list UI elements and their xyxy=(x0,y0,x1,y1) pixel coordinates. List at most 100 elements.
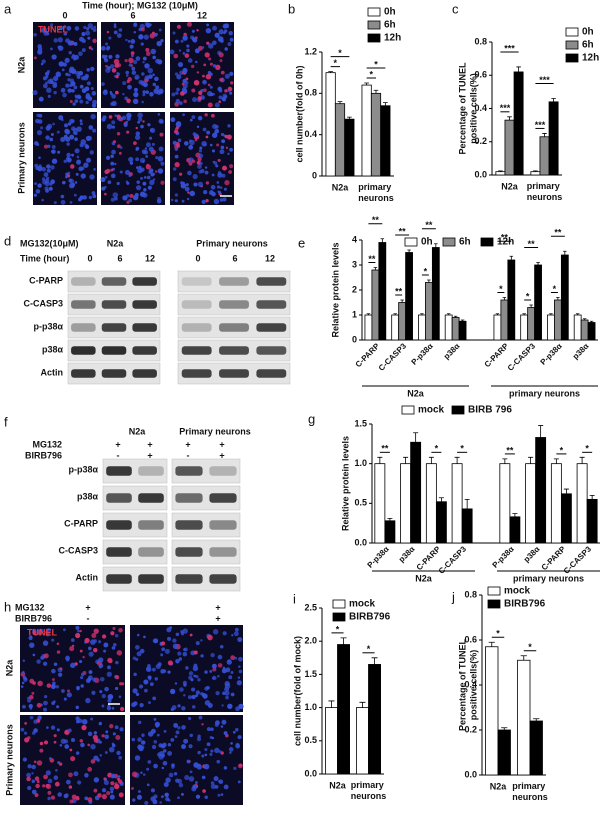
cell xyxy=(219,77,224,82)
cell xyxy=(188,145,194,150)
cell xyxy=(91,91,97,96)
cell xyxy=(173,129,179,134)
cell xyxy=(205,181,210,185)
cell xyxy=(115,54,120,59)
cell xyxy=(56,705,60,709)
cell xyxy=(135,131,141,136)
cell xyxy=(41,59,46,64)
cell xyxy=(181,632,185,636)
cell xyxy=(79,119,83,123)
cell xyxy=(51,638,55,642)
cell xyxy=(53,734,57,738)
cell xyxy=(93,25,97,29)
cell xyxy=(142,160,145,163)
cell xyxy=(203,63,207,67)
cell xyxy=(56,650,61,654)
bar xyxy=(364,314,373,341)
cell xyxy=(187,695,192,700)
cell xyxy=(124,58,128,63)
bar xyxy=(580,319,589,341)
cell xyxy=(42,83,48,89)
cell xyxy=(50,47,53,51)
cell xyxy=(76,685,80,690)
cell xyxy=(132,656,136,660)
cell xyxy=(197,164,202,169)
legend-swatch xyxy=(332,599,346,609)
cell xyxy=(104,169,109,175)
cell xyxy=(28,704,33,709)
bar xyxy=(371,269,380,341)
error-bar xyxy=(371,657,378,665)
cell xyxy=(152,172,156,176)
y-tick-label: 0.0 xyxy=(354,537,367,547)
cell xyxy=(51,668,56,674)
bar xyxy=(444,314,453,341)
cell xyxy=(126,98,131,104)
blot-band xyxy=(106,493,132,503)
cell xyxy=(147,701,151,705)
cell xyxy=(164,648,170,654)
y-axis-label: positive cells(%) xyxy=(468,650,478,721)
cell xyxy=(109,64,115,69)
cell xyxy=(29,678,35,684)
cell xyxy=(53,662,58,667)
legend-label: BIRB796 xyxy=(504,599,546,610)
cell xyxy=(204,670,208,674)
cell xyxy=(74,94,78,98)
cell xyxy=(27,736,31,740)
blot-band xyxy=(175,493,203,503)
cell xyxy=(135,126,138,130)
cell xyxy=(160,669,165,674)
cell xyxy=(36,760,43,766)
cell xyxy=(215,691,220,696)
cell xyxy=(33,193,37,197)
cell xyxy=(105,730,109,734)
cell xyxy=(101,634,107,639)
cell xyxy=(145,155,149,158)
cell xyxy=(189,190,196,197)
cell xyxy=(228,170,232,174)
panel-letter: i xyxy=(293,591,296,606)
cell xyxy=(144,63,150,69)
cell xyxy=(192,665,199,672)
cell xyxy=(106,123,113,130)
significance-label: * xyxy=(585,444,589,454)
cell xyxy=(116,750,121,756)
cell xyxy=(215,164,219,168)
cell xyxy=(67,728,72,733)
cell xyxy=(21,681,25,685)
cell xyxy=(206,742,211,747)
cell xyxy=(87,743,91,747)
cell xyxy=(64,57,70,63)
y-tick-label: 0.4 xyxy=(304,129,317,139)
error-bar xyxy=(407,249,411,253)
bar xyxy=(368,664,381,775)
cell xyxy=(208,190,214,196)
cell xyxy=(183,738,189,744)
error-bar xyxy=(528,456,534,464)
cell xyxy=(191,159,196,164)
cell xyxy=(80,173,86,179)
cell xyxy=(217,190,220,194)
cell xyxy=(74,137,78,141)
cell xyxy=(70,638,75,642)
cell xyxy=(227,42,232,47)
blot-band xyxy=(132,323,157,332)
cell xyxy=(72,127,78,133)
bar xyxy=(500,299,509,341)
cell xyxy=(82,718,88,725)
x-tick-label: P-p38α xyxy=(491,544,516,569)
bar xyxy=(529,720,543,776)
cell xyxy=(198,149,202,153)
cell xyxy=(91,103,97,108)
cell xyxy=(69,799,74,804)
significance-label: ** xyxy=(506,445,514,455)
cell xyxy=(74,26,80,31)
cell xyxy=(111,646,116,650)
cell xyxy=(64,129,71,135)
cell xyxy=(175,658,180,664)
cell xyxy=(69,84,72,87)
cell xyxy=(234,627,239,632)
cell xyxy=(110,154,114,159)
cell xyxy=(103,185,107,189)
